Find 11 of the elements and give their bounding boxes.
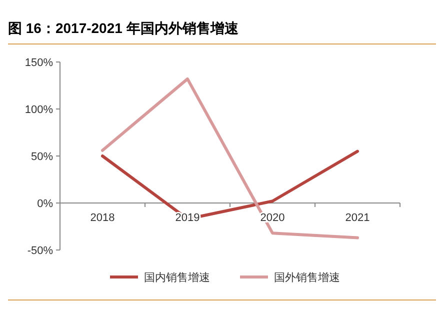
x-tick-label: 2018: [90, 212, 115, 224]
y-tick-label: -50%: [27, 245, 54, 257]
legend-label: 国外销售增速: [274, 271, 340, 284]
legend-label: 国内销售增速: [144, 271, 210, 284]
x-tick-label: 2020: [260, 212, 285, 224]
x-tick-label: 2021: [345, 212, 370, 224]
y-tick-label: 50%: [30, 151, 54, 163]
y-tick-label: 150%: [24, 57, 54, 69]
chart-title: 图 16：2017-2021 年国内外销售增速: [8, 20, 240, 36]
y-tick-label: 100%: [24, 104, 54, 116]
y-tick-label: 0%: [37, 198, 54, 210]
